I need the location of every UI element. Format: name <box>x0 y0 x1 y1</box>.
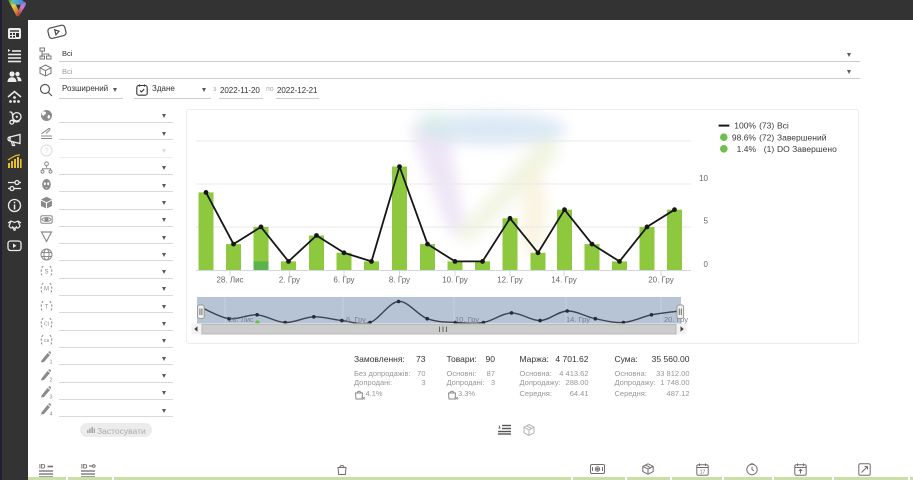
svg-text:17: 17 <box>700 470 706 476</box>
svg-text:10. Гру: 10. Гру <box>455 315 479 324</box>
svg-text:ID: ID <box>39 464 46 471</box>
svg-text:Всі: Всі <box>777 121 789 131</box>
svg-text:28. Лис: 28. Лис <box>228 315 254 324</box>
svg-text:1: 1 <box>49 360 52 365</box>
svg-text:1.4%: 1.4% <box>737 144 757 154</box>
svg-text:14. Гру: 14. Гру <box>551 276 577 285</box>
svg-text:6. Гру: 6. Гру <box>346 315 366 324</box>
svg-text:12. Гру: 12. Гру <box>497 276 523 285</box>
svg-text:Св: Св <box>44 338 50 343</box>
svg-text:2: 2 <box>49 377 52 382</box>
svg-text:T: T <box>45 304 49 310</box>
svg-text:(73): (73) <box>759 121 774 131</box>
svg-text:98.6%: 98.6% <box>732 132 757 142</box>
svg-text:4: 4 <box>49 412 52 417</box>
svg-text:100%: 100% <box>734 121 756 131</box>
svg-text:10. Гру: 10. Гру <box>442 276 468 285</box>
svg-text:ID: ID <box>81 464 88 471</box>
svg-text:(1): (1) <box>764 144 775 154</box>
svg-text:DO Завершено: DO Завершено <box>777 144 837 154</box>
svg-text:3: 3 <box>49 395 52 400</box>
svg-text:2. Гру: 2. Гру <box>279 276 300 285</box>
svg-text:20. Гру: 20. Гру <box>664 315 688 324</box>
svg-text:28. Лис: 28. Лис <box>216 276 243 285</box>
svg-text:Ct: Ct <box>44 321 50 327</box>
svg-text:6. Гру: 6. Гру <box>333 276 354 285</box>
svg-text:?: ? <box>44 146 48 155</box>
svg-text:20. Гру: 20. Гру <box>648 276 674 285</box>
svg-text:Завершений: Завершений <box>777 132 827 142</box>
svg-text:0: 0 <box>704 260 709 269</box>
svg-text:5: 5 <box>704 217 709 226</box>
svg-text:10: 10 <box>699 174 708 183</box>
svg-text:(72): (72) <box>759 132 774 142</box>
svg-text:8. Гру: 8. Гру <box>389 276 410 285</box>
svg-text:14. Гру: 14. Гру <box>566 315 590 324</box>
svg-text:M: M <box>44 287 49 293</box>
svg-text:S: S <box>44 270 48 276</box>
